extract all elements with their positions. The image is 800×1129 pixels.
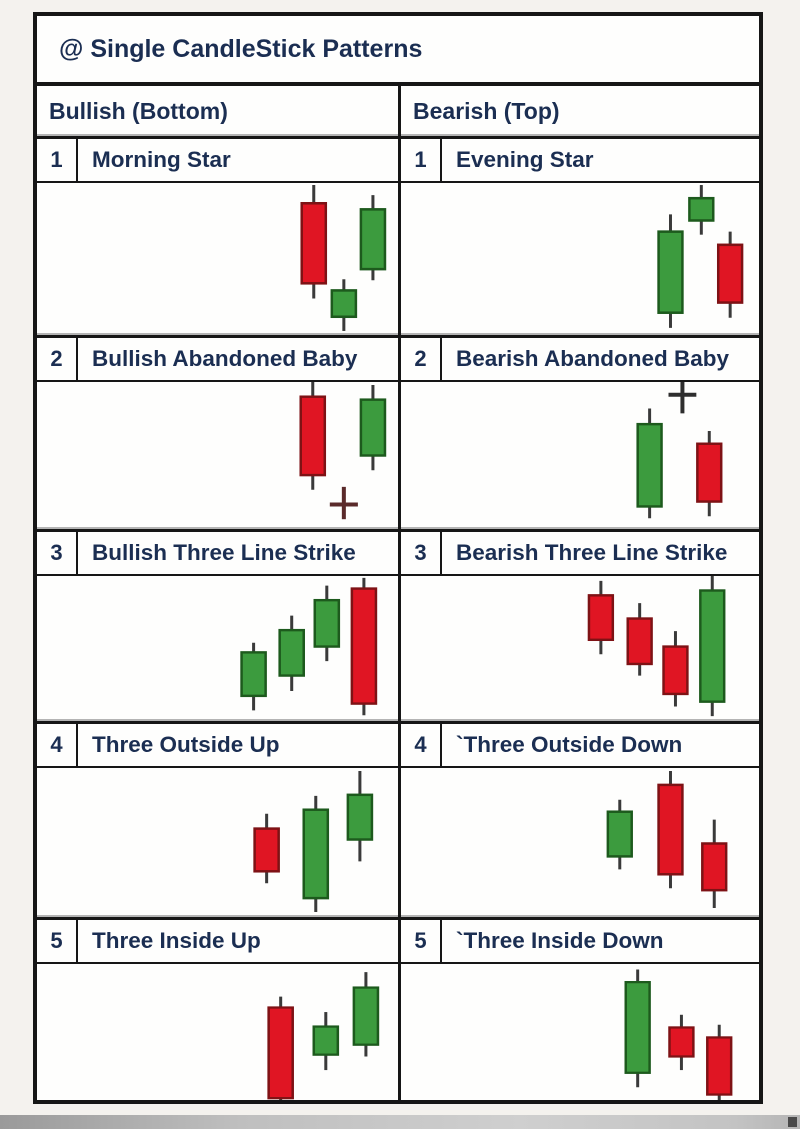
pattern-label-cell: 1 Evening Star: [401, 139, 759, 181]
candlestick-chart: [401, 768, 759, 917]
pattern-name: Bearish Three Line Strike: [456, 540, 728, 565]
pattern-label-cell: 2 Bearish Abandoned Baby: [401, 338, 759, 380]
column-header-bullish: Bullish (Bottom): [37, 86, 401, 136]
pattern-number: 5: [37, 920, 78, 962]
pattern-label-row-5: 5 Three Inside Up 5 `Three Inside Down: [37, 920, 759, 964]
pattern-label-cell: 4 Three Outside Up: [37, 724, 401, 766]
pattern-name: Evening Star: [456, 147, 594, 172]
pattern-chart-row-4: [37, 768, 759, 920]
candlestick-chart: [37, 382, 401, 529]
pattern-label-cell: 5 Three Inside Up: [37, 920, 401, 962]
pattern-number: 5: [401, 920, 442, 962]
pattern-label-cell: 3 Bearish Three Line Strike: [401, 532, 759, 574]
pattern-name: Three Inside Up: [92, 928, 261, 953]
candlestick-chart: [401, 964, 759, 1100]
pattern-label-row-3: 3 Bullish Three Line Strike 3 Bearish Th…: [37, 532, 759, 576]
pattern-number: 2: [401, 338, 442, 380]
candlestick-chart: [401, 183, 759, 335]
pattern-number: 1: [401, 139, 442, 181]
pattern-name: `Three Outside Down: [456, 732, 683, 757]
pattern-number: 4: [401, 724, 442, 766]
candlestick-chart: [401, 382, 759, 529]
bottom-gray-bar: [0, 1115, 800, 1129]
pattern-number: 4: [37, 724, 78, 766]
pattern-label-cell: 1 Morning Star: [37, 139, 401, 181]
pattern-name: `Three Inside Down: [456, 928, 664, 953]
pattern-name: Bullish Abandoned Baby: [92, 346, 358, 371]
pattern-number: 3: [37, 532, 78, 574]
pattern-chart-row-5: [37, 964, 759, 1100]
pattern-label-cell: 3 Bullish Three Line Strike: [37, 532, 401, 574]
candlestick-chart: [37, 964, 401, 1100]
pattern-name: Bullish Three Line Strike: [92, 540, 356, 565]
pattern-chart-row-3: [37, 576, 759, 724]
pattern-name: Bearish Abandoned Baby: [456, 346, 729, 371]
bottom-corner-mark: [788, 1117, 797, 1127]
pattern-number: 1: [37, 139, 78, 181]
pattern-name: Morning Star: [92, 147, 231, 172]
pattern-label-cell: 4 `Three Outside Down: [401, 724, 759, 766]
pattern-label-row-1: 1 Morning Star 1 Evening Star: [37, 139, 759, 183]
pattern-label-row-2: 2 Bullish Abandoned Baby 2 Bearish Aband…: [37, 338, 759, 382]
table-title: @ Single CandleStick Patterns: [37, 16, 759, 86]
candlestick-chart: [37, 768, 401, 917]
candlestick-patterns-table: @ Single CandleStick Patterns Bullish (B…: [33, 12, 763, 1104]
candlestick-chart: [37, 183, 401, 335]
pattern-chart-row-2: [37, 382, 759, 532]
candlestick-chart: [37, 576, 401, 721]
pattern-number: 2: [37, 338, 78, 380]
pattern-number: 3: [401, 532, 442, 574]
pattern-label-row-4: 4 Three Outside Up 4 `Three Outside Down: [37, 724, 759, 768]
pattern-label-cell: 2 Bullish Abandoned Baby: [37, 338, 401, 380]
pattern-chart-row-1: [37, 183, 759, 338]
pattern-label-cell: 5 `Three Inside Down: [401, 920, 759, 962]
table-header-row: Bullish (Bottom) Bearish (Top): [37, 86, 759, 139]
candlestick-chart: [401, 576, 759, 721]
pattern-name: Three Outside Up: [92, 732, 280, 757]
column-header-bearish: Bearish (Top): [413, 97, 560, 124]
